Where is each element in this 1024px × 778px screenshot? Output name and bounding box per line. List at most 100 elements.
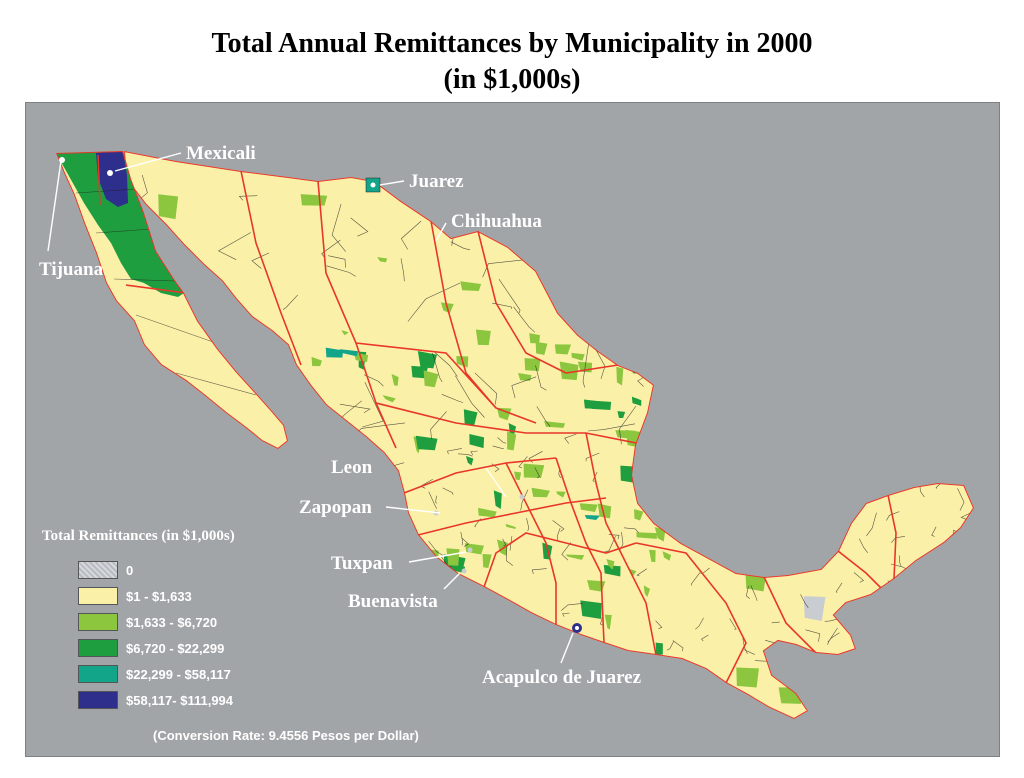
municipality-patch [631, 396, 642, 406]
municipality-patch [496, 407, 512, 421]
municipality-patch [888, 706, 911, 716]
municipality-patch [377, 675, 393, 695]
municipality-patch [158, 194, 179, 220]
municipality-patch [863, 471, 883, 495]
municipality-patch [662, 551, 672, 561]
municipality-patch [903, 305, 919, 325]
juarez-marker [370, 182, 376, 188]
municipality-patch [571, 352, 585, 361]
municipality-patch [559, 361, 579, 381]
municipality-patch [629, 260, 643, 272]
municipality-patch [855, 363, 878, 381]
municipality-patch [746, 475, 768, 487]
municipality-patch [585, 248, 598, 272]
city-label-mexicali: Mexicali [186, 143, 256, 164]
municipality-patch [584, 514, 601, 521]
municipality-patch [341, 330, 349, 336]
municipality-patch [966, 637, 973, 651]
map-panel: Mexicali Tijuana Juarez Chihuahua Leon Z… [25, 102, 1000, 757]
city-label-zapopan: Zapopan [299, 497, 372, 518]
municipality-patch [636, 532, 657, 539]
municipality-patch [803, 596, 826, 622]
city-label-tijuana: Tijuana [39, 259, 104, 280]
municipality-patch [604, 614, 612, 630]
municipality-patch [841, 617, 854, 626]
municipality-patch [291, 704, 304, 715]
municipality-patch [339, 349, 359, 357]
municipality-patch [819, 428, 841, 442]
municipality-patch [391, 374, 399, 386]
legend-item-2: $1,633 - $6,720 [78, 612, 217, 632]
municipality-patch [973, 251, 974, 272]
city-label-acapulco: Acapulco de Juarez [482, 667, 642, 688]
municipality-patch [478, 507, 497, 518]
municipality-patch [745, 180, 759, 200]
legend-label-2: $1,633 - $6,720 [126, 614, 218, 630]
municipality-patch [269, 360, 276, 373]
municipality-patch [568, 269, 591, 290]
map-subtitle: (in $1,000s) [443, 64, 581, 95]
buenavista-marker [461, 568, 467, 574]
city-label-juarez: Juarez [409, 171, 464, 192]
municipality-patch [745, 575, 766, 592]
municipality-patch [946, 256, 962, 269]
municipality-patch [643, 585, 651, 598]
municipality-patch [554, 344, 572, 355]
legend-item-4: $22,299 - $58,117 [78, 664, 231, 684]
municipality-patch [646, 339, 666, 355]
municipality-patch [382, 394, 396, 403]
municipality-patch [423, 370, 439, 388]
legend-title: Total Remittances (in $1,000s) [42, 528, 235, 544]
municipality-patch [882, 466, 909, 481]
city-label-chihuahua: Chihuahua [451, 211, 542, 232]
tijuana-marker [59, 157, 65, 163]
mainland-mexico [124, 151, 1000, 719]
city-label-tuxpan: Tuxpan [331, 553, 393, 574]
leon-marker [519, 494, 525, 500]
municipality-patch [529, 333, 541, 344]
municipality-patch [544, 421, 566, 428]
baja-california [56, 151, 288, 449]
municipality-patch [980, 686, 1000, 708]
legend-item-5: $58,117- $111,994 [78, 690, 233, 710]
municipality-patch [929, 587, 941, 603]
municipality-patch [817, 652, 836, 672]
municipality-patch [714, 355, 729, 378]
municipality-patch [460, 281, 482, 292]
municipality-patch [655, 642, 663, 655]
municipality-patch [580, 600, 602, 620]
municipality-patch [605, 203, 628, 210]
municipality-patch [417, 350, 438, 369]
municipality-patch [616, 366, 624, 386]
municipality-patch [828, 491, 841, 504]
tuxpan-marker [467, 547, 473, 553]
municipality-patch [556, 491, 566, 498]
legend-swatch-4 [78, 665, 118, 683]
municipality-patch [765, 275, 782, 286]
mexico-map: Mexicali Tijuana Juarez Chihuahua Leon Z… [39, 143, 1000, 719]
municipality-patch [733, 457, 752, 481]
municipality-patch [377, 257, 388, 263]
municipality-patch [610, 305, 636, 315]
municipality-patch [276, 508, 300, 515]
municipality-patch [493, 490, 502, 509]
municipality-patch [634, 509, 644, 521]
municipality-patch [837, 244, 855, 270]
municipality-patch [311, 356, 322, 367]
legend-swatch-2 [78, 613, 118, 631]
baja-green-region [56, 151, 184, 297]
municipality-patch [531, 487, 550, 498]
municipality-patch [211, 424, 238, 439]
state-borders [240, 170, 897, 684]
municipality-patch [505, 523, 516, 529]
municipality-patch [514, 471, 522, 481]
municipality-patch [328, 528, 346, 541]
city-label-leon: Leon [331, 457, 373, 478]
legend-item-1: $1 - $1,633 [78, 586, 192, 606]
municipality-patch [270, 531, 288, 555]
municipality-patch [218, 495, 239, 517]
municipality-patch [465, 455, 474, 466]
municipality-patch [325, 347, 344, 358]
legend-item-0: 0 [78, 560, 133, 580]
municipality-patch [958, 342, 974, 367]
